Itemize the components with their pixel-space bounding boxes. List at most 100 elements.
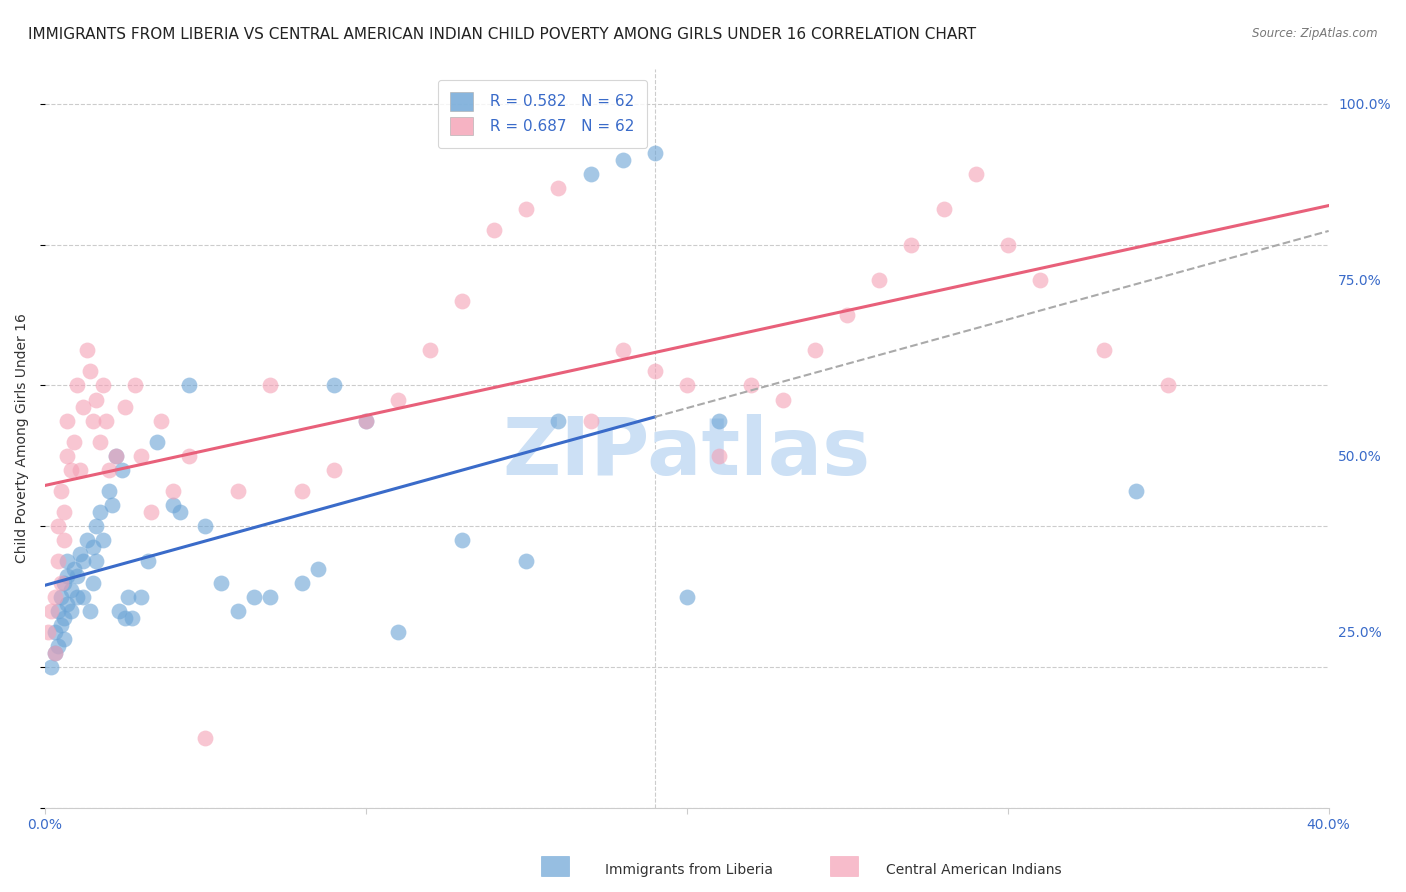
Point — [89, 434, 111, 449]
Point — [1157, 378, 1180, 392]
Point — [149, 414, 172, 428]
Point — [114, 611, 136, 625]
Point — [79, 604, 101, 618]
Point — [169, 505, 191, 519]
Point — [82, 414, 104, 428]
Point — [49, 590, 72, 604]
Point — [1125, 484, 1147, 499]
Point — [59, 604, 82, 618]
Point — [226, 604, 249, 618]
Point — [932, 202, 955, 217]
Text: ZIPatlas: ZIPatlas — [503, 414, 870, 492]
Text: Immigrants from Liberia: Immigrants from Liberia — [605, 863, 772, 877]
Point — [56, 597, 79, 611]
Y-axis label: Child Poverty Among Girls Under 16: Child Poverty Among Girls Under 16 — [15, 313, 30, 563]
Point — [66, 590, 89, 604]
Point — [44, 590, 66, 604]
Point — [322, 463, 344, 477]
Point — [104, 449, 127, 463]
Point — [211, 575, 233, 590]
Point — [354, 414, 377, 428]
Point — [900, 237, 922, 252]
Point — [515, 202, 537, 217]
Point — [53, 533, 76, 548]
Point — [53, 505, 76, 519]
Point — [997, 237, 1019, 252]
Point — [179, 449, 201, 463]
Point — [91, 378, 114, 392]
Point — [59, 463, 82, 477]
Point — [259, 378, 281, 392]
Point — [46, 554, 69, 568]
Point — [94, 414, 117, 428]
Point — [291, 575, 314, 590]
Point — [89, 505, 111, 519]
Point — [387, 624, 409, 639]
Point — [86, 554, 108, 568]
Point — [451, 293, 474, 308]
Point — [740, 378, 762, 392]
Point — [146, 434, 169, 449]
Point — [44, 624, 66, 639]
Legend:  R = 0.582   N = 62,  R = 0.687   N = 62: R = 0.582 N = 62, R = 0.687 N = 62 — [437, 80, 647, 148]
Point — [66, 568, 89, 582]
Point — [226, 484, 249, 499]
Point — [76, 533, 98, 548]
Point — [837, 308, 859, 322]
Point — [547, 181, 569, 195]
Point — [1092, 343, 1115, 358]
Point — [804, 343, 827, 358]
Point — [579, 167, 602, 181]
Point — [675, 590, 697, 604]
Point — [612, 343, 634, 358]
Point — [1029, 273, 1052, 287]
Point — [194, 519, 217, 533]
Point — [66, 378, 89, 392]
Point — [86, 392, 108, 407]
Point — [111, 463, 134, 477]
Point — [129, 449, 152, 463]
Point — [53, 632, 76, 646]
Point — [44, 646, 66, 660]
Point — [53, 611, 76, 625]
Point — [194, 731, 217, 745]
Point — [41, 660, 63, 674]
Point — [49, 618, 72, 632]
Point — [49, 575, 72, 590]
Point — [322, 378, 344, 392]
Point — [707, 449, 730, 463]
Point — [121, 611, 143, 625]
Point — [259, 590, 281, 604]
Point — [56, 568, 79, 582]
Point — [82, 575, 104, 590]
Point — [56, 449, 79, 463]
Point — [46, 639, 69, 653]
Text: IMMIGRANTS FROM LIBERIA VS CENTRAL AMERICAN INDIAN CHILD POVERTY AMONG GIRLS UND: IMMIGRANTS FROM LIBERIA VS CENTRAL AMERI… — [28, 27, 976, 42]
Point — [107, 604, 129, 618]
Point — [707, 414, 730, 428]
Point — [101, 498, 124, 512]
Point — [86, 519, 108, 533]
Point — [612, 153, 634, 167]
Point — [63, 561, 86, 575]
Point — [124, 378, 146, 392]
Point — [69, 463, 91, 477]
Text: Central American Indians: Central American Indians — [886, 863, 1062, 877]
Point — [675, 378, 697, 392]
Point — [965, 167, 987, 181]
Point — [46, 604, 69, 618]
Point — [53, 575, 76, 590]
Point — [59, 582, 82, 597]
Point — [291, 484, 314, 499]
Point — [98, 463, 121, 477]
Point — [44, 646, 66, 660]
Point — [451, 533, 474, 548]
Point — [72, 554, 94, 568]
Point — [91, 533, 114, 548]
Point — [136, 554, 159, 568]
Point — [72, 590, 94, 604]
Text: Source: ZipAtlas.com: Source: ZipAtlas.com — [1253, 27, 1378, 40]
Point — [644, 364, 666, 378]
Point — [547, 414, 569, 428]
Point — [82, 541, 104, 555]
